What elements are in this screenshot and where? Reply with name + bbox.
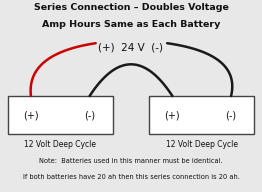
Text: Note:  Batteries used in this manner must be identical.: Note: Batteries used in this manner must… [39,158,223,164]
Bar [8,96,113,134]
Text: 12 Volt Deep Cycle: 12 Volt Deep Cycle [24,140,96,149]
Bar [149,96,254,134]
Text: If both batteries have 20 ah then this series connection is 20 ah.: If both batteries have 20 ah then this s… [23,174,239,180]
Text: (-): (-) [226,110,237,120]
Text: (+): (+) [165,110,180,120]
Text: (+): (+) [23,110,39,120]
Text: (-): (-) [84,110,95,120]
Text: (+)  24 V  (-): (+) 24 V (-) [99,42,163,52]
Text: 12 Volt Deep Cycle: 12 Volt Deep Cycle [166,140,238,149]
Text: Amp Hours Same as Each Battery: Amp Hours Same as Each Battery [42,20,220,29]
Text: Series Connection – Doubles Voltage: Series Connection – Doubles Voltage [34,3,228,12]
